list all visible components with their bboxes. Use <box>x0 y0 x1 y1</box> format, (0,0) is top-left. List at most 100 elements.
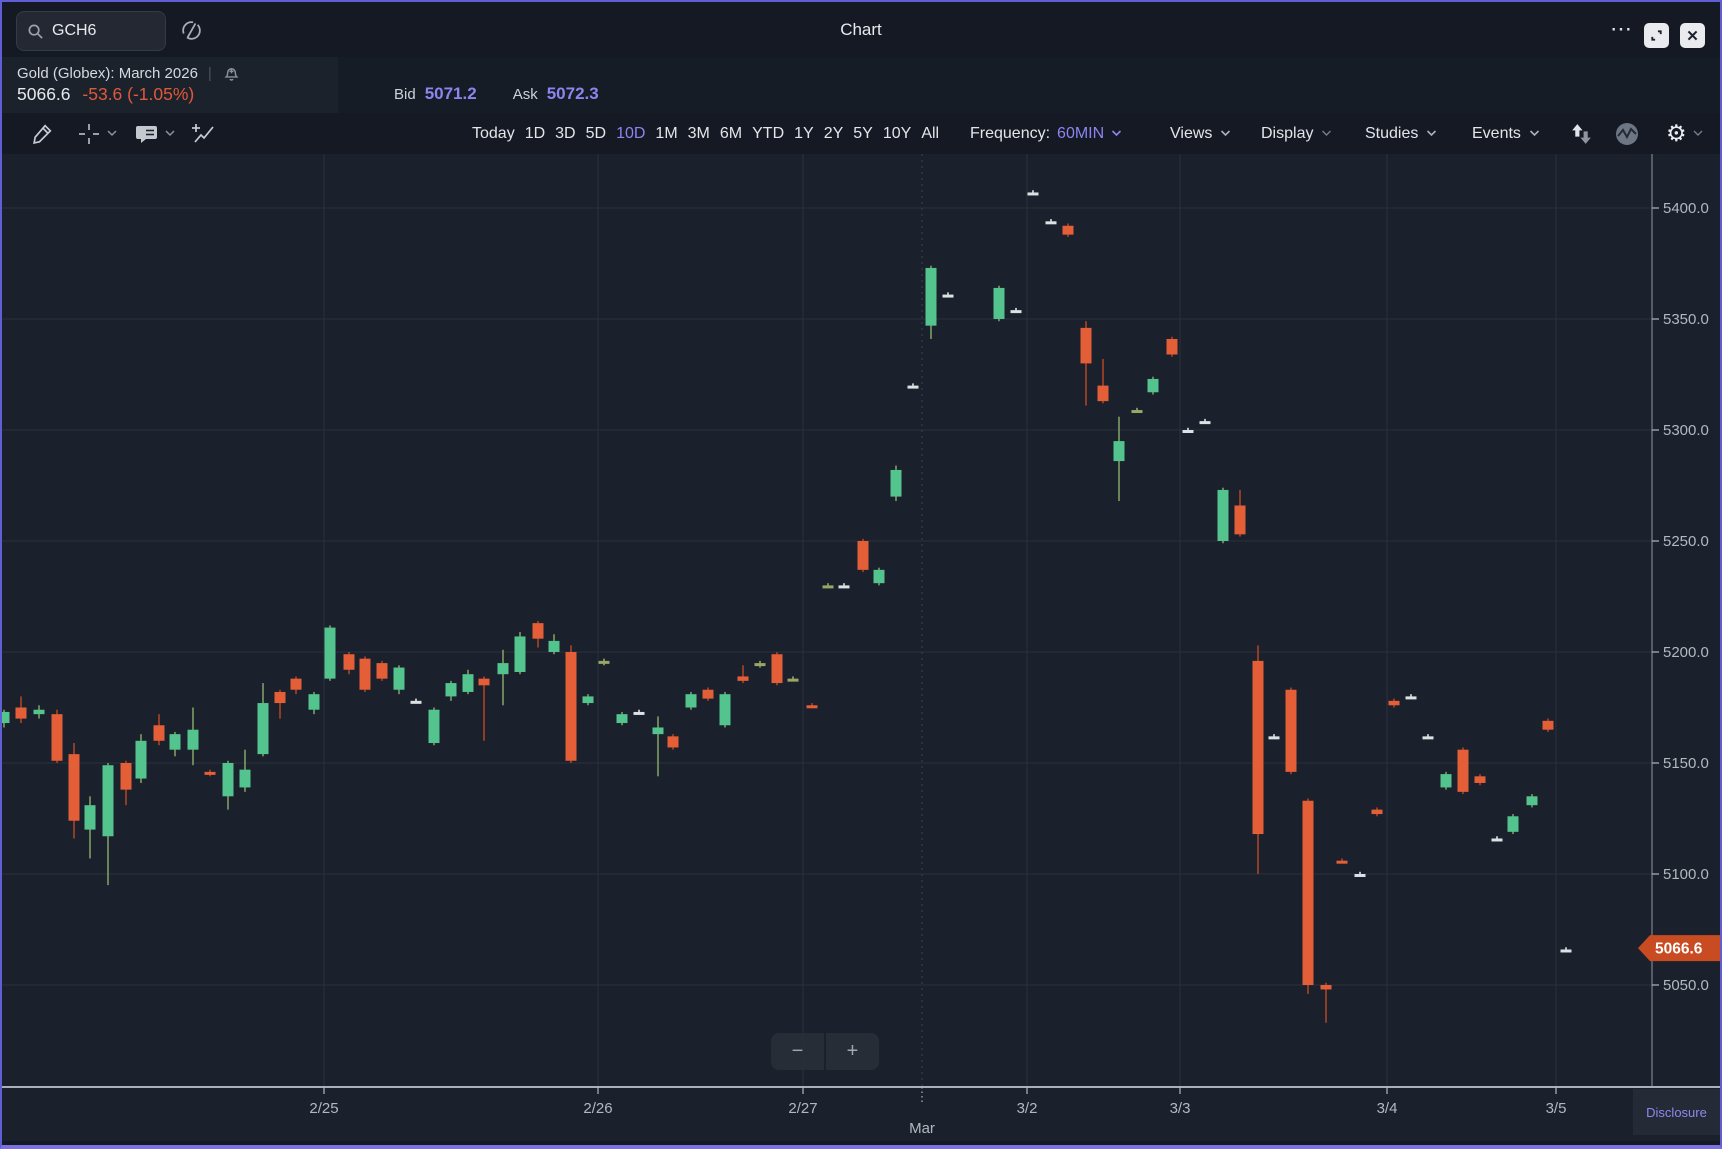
candle-body <box>907 385 919 389</box>
more-menu-button[interactable]: ⋯ <box>1610 16 1634 41</box>
candle-body <box>1491 838 1503 842</box>
candle-body <box>187 729 199 750</box>
link-off-icon[interactable] <box>180 19 203 42</box>
candle-body <box>616 714 628 724</box>
candle-body <box>222 763 234 797</box>
range-button-ytd[interactable]: YTD <box>752 124 785 142</box>
y-axis-label: 5350.0 <box>1663 311 1709 328</box>
candle-body <box>822 585 834 589</box>
symbol-panel <box>2 57 338 113</box>
candle-body <box>1371 809 1383 815</box>
candle-body <box>1217 489 1229 541</box>
range-button-3d[interactable]: 3D <box>555 124 576 142</box>
frequency-control[interactable]: Frequency: 60MIN <box>970 113 1122 154</box>
settings-gear-icon[interactable]: ⚙ <box>1666 120 1687 146</box>
display-menu[interactable]: Display <box>1261 113 1332 154</box>
crosshair-icon[interactable] <box>78 113 100 154</box>
ask-label: Ask <box>512 86 538 103</box>
y-axis-label: 5050.0 <box>1663 977 1709 994</box>
y-axis-label: 5100.0 <box>1663 866 1709 883</box>
candle-body <box>410 700 422 704</box>
candle-body <box>2 711 10 724</box>
range-button-5y[interactable]: 5Y <box>853 124 873 142</box>
add-study-icon[interactable] <box>192 113 216 154</box>
market-sphere-icon[interactable] <box>1614 113 1640 154</box>
chart-toolbar: Today 1D 3D 5D 10D 1M 3M 6M YTD 1Y 2Y 5Y 10Y All Freq… <box>2 113 1720 154</box>
range-button-3m[interactable]: 3M <box>687 124 710 142</box>
candle-body <box>68 754 80 821</box>
crosshair-chevron-icon[interactable] <box>107 113 117 154</box>
range-button-1m[interactable]: 1M <box>655 124 678 142</box>
candle-body <box>1560 949 1572 953</box>
range-button-2y[interactable]: 2Y <box>823 124 844 142</box>
candle-body <box>1336 860 1348 864</box>
frequency-label: Frequency: <box>970 124 1051 142</box>
range-button-10y[interactable]: 10Y <box>882 124 912 142</box>
zoom-out-button[interactable]: − <box>771 1033 824 1070</box>
search-icon <box>27 23 44 40</box>
maximize-button[interactable] <box>1644 23 1669 48</box>
candle-body <box>204 771 216 775</box>
settings-chevron-icon[interactable] <box>1693 130 1703 137</box>
instrument-name: Gold (Globex): March 2026 <box>17 65 198 82</box>
instrument-info-row: Gold (Globex): March 2026 | 5066.6 -53.6… <box>2 57 1720 113</box>
close-button[interactable]: ✕ <box>1680 23 1705 48</box>
bid-value: 5071.2 <box>424 84 477 103</box>
candle-body <box>532 623 544 639</box>
candle-body <box>343 654 355 670</box>
symbol-search-input[interactable]: GCH6 <box>16 11 166 51</box>
ask-value: 5072.3 <box>546 84 599 103</box>
candle-body <box>685 694 697 708</box>
candle-body <box>393 667 405 690</box>
candle-body <box>84 805 96 830</box>
studies-menu[interactable]: Studies <box>1365 113 1437 154</box>
candle-body <box>925 267 937 326</box>
candle-body <box>1080 327 1092 364</box>
price-tag <box>1638 935 1720 962</box>
candle-body <box>478 678 490 686</box>
range-button-10d[interactable]: 10D <box>616 124 646 142</box>
candle-body <box>582 696 594 704</box>
range-button-6m[interactable]: 6M <box>719 124 743 142</box>
alert-bell-icon[interactable] <box>222 64 241 83</box>
events-menu[interactable]: Events <box>1472 113 1540 154</box>
zoom-in-button[interactable]: + <box>826 1033 879 1070</box>
candle-body <box>838 585 850 589</box>
candle-body <box>737 676 749 681</box>
candle-body <box>239 769 251 788</box>
candle-body <box>1354 874 1366 877</box>
candle-body <box>1507 816 1519 832</box>
chevron-down-icon <box>1529 130 1539 137</box>
disclosure-link[interactable]: Disclosure <box>1633 1089 1720 1135</box>
range-button-5d[interactable]: 5D <box>585 124 607 142</box>
candle-body <box>857 541 869 570</box>
range-button-1y[interactable]: 1Y <box>794 124 814 142</box>
y-axis-label: 5300.0 <box>1663 422 1709 439</box>
candle-body <box>120 763 132 790</box>
symbol-search-value: GCH6 <box>52 22 97 39</box>
annotation-chevron-icon[interactable] <box>165 113 175 154</box>
x-axis-label: 3/2 <box>1017 1100 1038 1117</box>
candle-body <box>667 736 679 748</box>
x-axis-label: 2/26 <box>583 1100 612 1117</box>
chart-canvas[interactable]: 5400.0 5350.0 5300.0 5250.0 5200.0 5150.0 5100… <box>2 154 1720 1141</box>
candle-body <box>633 711 645 715</box>
annotation-icon[interactable] <box>135 113 159 154</box>
candle-body <box>1113 441 1125 462</box>
orders-arrows-icon[interactable] <box>1568 113 1595 154</box>
candle-body <box>1166 338 1178 355</box>
candle-body <box>702 689 714 699</box>
views-menu[interactable]: Views <box>1170 113 1231 154</box>
range-button-today[interactable]: Today <box>472 124 515 142</box>
x-axis-label: 3/3 <box>1170 1100 1191 1117</box>
candle-body <box>806 705 818 709</box>
y-axis-label: 5200.0 <box>1663 644 1709 661</box>
range-button-all[interactable]: All <box>921 124 940 142</box>
range-button-1d[interactable]: 1D <box>524 124 546 142</box>
frequency-value: 60MIN <box>1057 124 1105 142</box>
draw-pencil-icon[interactable] <box>31 113 54 154</box>
candle-body <box>771 654 783 684</box>
separator: | <box>207 65 212 82</box>
candle-body <box>565 652 577 761</box>
